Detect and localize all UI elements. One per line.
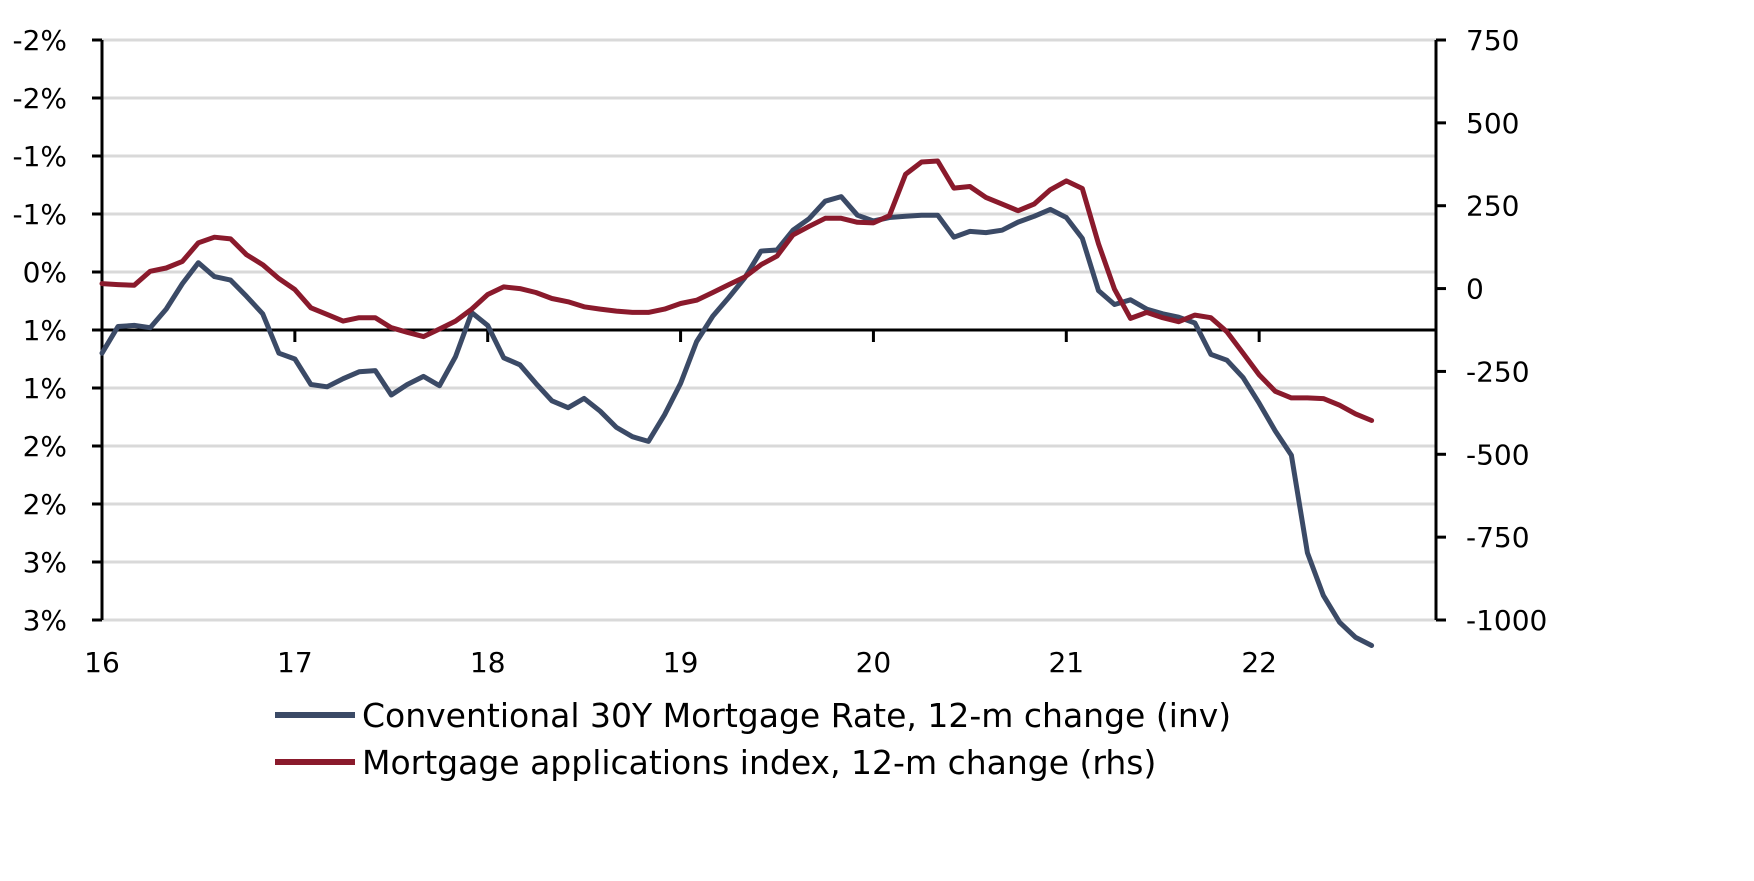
- left-tick-label: 2%: [23, 430, 67, 463]
- x-tick-label: 16: [84, 646, 120, 679]
- x-tick-label: 18: [470, 646, 506, 679]
- left-tick-label: 2%: [23, 488, 67, 521]
- right-tick-label: -750: [1466, 521, 1530, 554]
- left-tick-label: 1%: [23, 314, 67, 347]
- left-tick-label: -1%: [12, 198, 67, 231]
- right-tick-label: -250: [1466, 355, 1530, 388]
- x-tick-label: 17: [277, 646, 313, 679]
- series-lines: [99, 158, 1375, 648]
- right-tick-label: 0: [1466, 273, 1484, 306]
- left-tick-label: -1%: [12, 140, 67, 173]
- right-tick-label: -1000: [1466, 604, 1547, 637]
- right-tick-label: 750: [1466, 24, 1519, 57]
- right-axis-ticks: 750 500 250 0 -250 -500 -750 -1000: [1436, 24, 1547, 637]
- x-tick-label: 19: [663, 646, 699, 679]
- left-tick-label: -2%: [12, 24, 67, 57]
- left-tick-label: -2%: [12, 82, 67, 115]
- x-axis-ticks: 16 17 18 19 20 21 22: [84, 328, 1436, 679]
- series-line-1: [99, 194, 1375, 648]
- legend-label-series-1: Conventional 30Y Mortgage Rate, 12-m cha…: [362, 696, 1231, 735]
- left-tick-label: 1%: [23, 372, 67, 405]
- right-tick-label: 500: [1466, 107, 1519, 140]
- legend: Conventional 30Y Mortgage Rate, 12-m cha…: [275, 696, 1231, 782]
- x-tick-label: 22: [1241, 646, 1277, 679]
- left-tick-label: 0%: [23, 256, 67, 289]
- left-tick-label: 3%: [23, 546, 67, 579]
- series-line-2: [99, 158, 1375, 423]
- left-tick-label: 3%: [23, 604, 67, 637]
- left-axis-ticks: -2% -2% -1% -1% 0% 1% 1% 2% 2% 3% 3%: [12, 24, 102, 637]
- legend-label-series-2: Mortgage applications index, 12-m change…: [362, 743, 1156, 782]
- right-tick-label: 250: [1466, 190, 1519, 223]
- right-tick-label: -500: [1466, 438, 1530, 471]
- x-tick-label: 20: [856, 646, 892, 679]
- x-tick-label: 21: [1048, 646, 1084, 679]
